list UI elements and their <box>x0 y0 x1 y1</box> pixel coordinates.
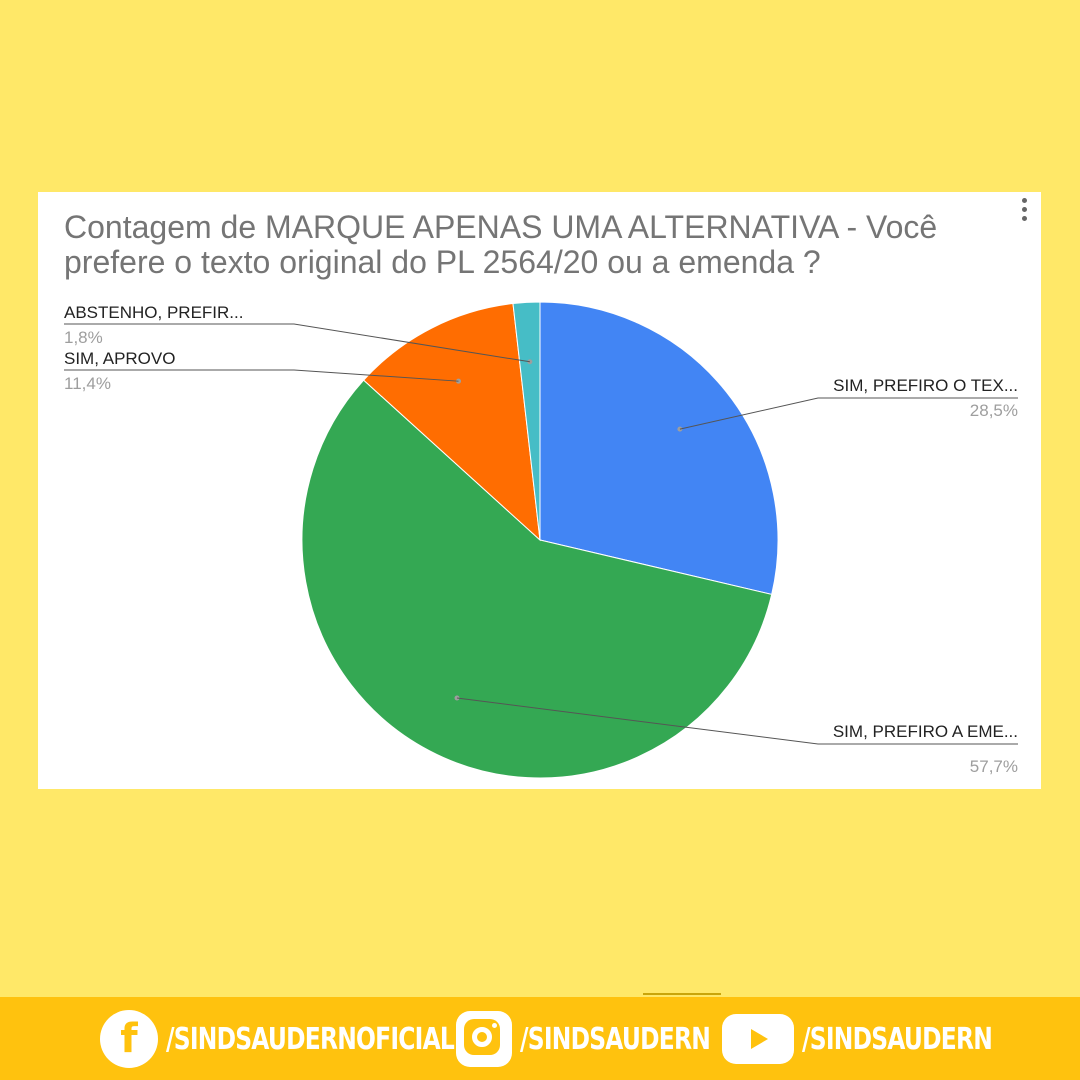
instagram-handle: /SINDSAUDERN <box>520 1021 711 1057</box>
leader-line <box>64 323 530 363</box>
more-options-icon[interactable] <box>1019 198 1029 228</box>
leader-dot <box>454 695 460 701</box>
chart-card: Contagem de MARQUE APENAS UMA ALTERNATIV… <box>38 192 1041 789</box>
pie-slice[interactable] <box>362 302 541 542</box>
chart-title: Contagem de MARQUE APENAS UMA ALTERNATIV… <box>64 209 938 280</box>
slice-label: SIM, PREFIRO O TEX... <box>833 376 1018 395</box>
pie-slice[interactable] <box>512 301 541 541</box>
facebook-handle: /SINDSAUDERNOFICIAL <box>166 1021 455 1057</box>
pie-chart: SIM, PREFIRO O TEX... 28,5% SIM, PREFIRO A… <box>64 301 1018 779</box>
slice-label: SIM, APROVO <box>64 349 175 368</box>
instagram-icon <box>456 1011 512 1067</box>
slice-value-label: 57,7% <box>970 757 1018 776</box>
youtube-link[interactable]: /SINDSAUDERN <box>722 1008 1046 1070</box>
youtube-handle: /SINDSAUDERN <box>802 1021 993 1057</box>
leader-line <box>64 369 459 382</box>
pie-slice[interactable] <box>301 379 773 779</box>
slice-label: ABSTENHO, PREFIR... <box>64 303 243 322</box>
leader-line <box>456 697 1018 745</box>
slice-value-label: 1,8% <box>64 328 103 347</box>
divider <box>643 993 721 995</box>
instagram-link[interactable]: /SINDSAUDERN <box>456 1008 764 1070</box>
slice-value-label: 28,5% <box>970 401 1018 420</box>
social-footer: f /SINDSAUDERNOFICIAL /SINDSAUDERN /SIND… <box>0 997 1080 1080</box>
facebook-link[interactable]: f /SINDSAUDERNOFICIAL <box>100 1008 535 1070</box>
slice-label: SIM, PREFIRO A EME... <box>833 722 1018 741</box>
youtube-icon <box>722 1014 794 1064</box>
facebook-icon: f <box>100 1010 158 1068</box>
slice-value-label: 11,4% <box>64 374 111 393</box>
pie-slice[interactable] <box>539 301 779 596</box>
leader-line <box>679 397 1018 430</box>
